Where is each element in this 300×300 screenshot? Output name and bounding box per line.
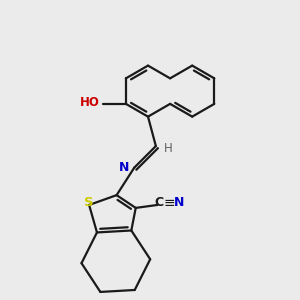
Text: C: C [155,196,164,209]
Text: HO: HO [80,96,100,110]
Text: S: S [84,196,94,209]
Text: N: N [119,161,129,174]
Text: N: N [174,196,184,209]
Text: ≡: ≡ [163,196,175,210]
Text: H: H [164,142,172,154]
